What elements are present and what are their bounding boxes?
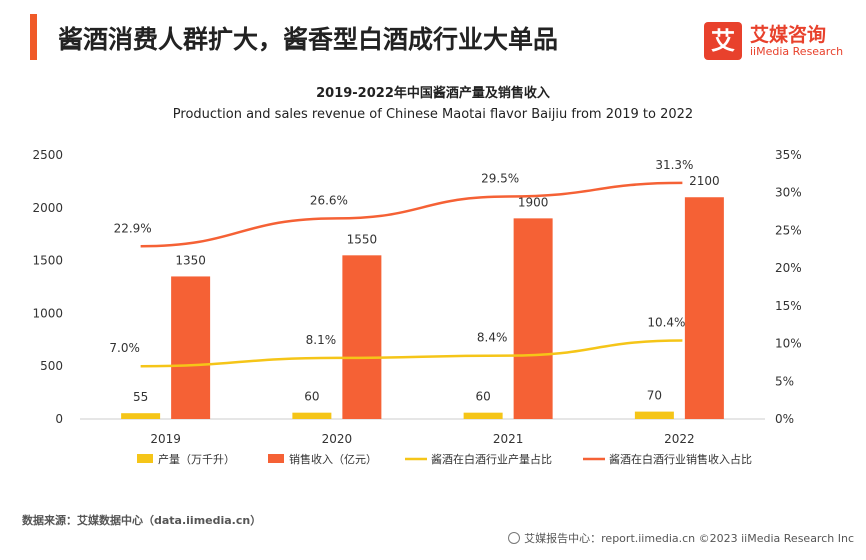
footer: 艾媒报告中心：report.iimedia.cn ©2023 iiMedia R… xyxy=(508,530,854,546)
bar-data-label: 60 xyxy=(304,390,319,404)
bar-revenue xyxy=(342,255,382,419)
right-axis-tick-label: 20% xyxy=(775,261,802,275)
line-data-label: 10.4% xyxy=(647,316,685,330)
logo-name-en: iiMedia Research xyxy=(750,45,844,58)
left-axis-tick-label: 2000 xyxy=(32,201,63,215)
legend-label: 酱酒在白酒行业销售收入占比 xyxy=(609,452,752,466)
line-revenue-share xyxy=(140,181,683,248)
footer-text: 艾媒报告中心：report.iimedia.cn ©2023 iiMedia R… xyxy=(524,532,854,545)
right-axis-tick-label: 35% xyxy=(775,148,802,162)
line-data-label: 31.3% xyxy=(655,158,693,172)
line-data-label: 8.1% xyxy=(306,333,337,347)
left-axis-tick-label: 2500 xyxy=(32,148,63,162)
page-title: 酱酒消费人群扩大，酱香型白酒成行业大单品 xyxy=(58,25,559,54)
bar-revenue xyxy=(684,197,724,419)
right-axis-tick-label: 10% xyxy=(775,337,802,351)
bar-output xyxy=(463,412,503,419)
line-data-label: 29.5% xyxy=(481,171,519,185)
right-axis-tick-label: 25% xyxy=(775,223,802,237)
bar-data-label: 55 xyxy=(133,390,148,404)
bar-data-label: 60 xyxy=(475,390,490,404)
bar-output xyxy=(121,413,161,419)
line-data-label: 7.0% xyxy=(109,341,140,355)
x-axis-tick-label: 2022 xyxy=(664,432,695,446)
bar-revenue xyxy=(513,218,553,419)
x-axis-tick-label: 2020 xyxy=(322,432,353,446)
left-axis-tick-label: 1000 xyxy=(32,306,63,320)
bar-data-label: 2100 xyxy=(689,174,720,188)
bar-data-label: 1900 xyxy=(518,195,549,209)
x-axis-tick-label: 2021 xyxy=(493,432,524,446)
bar-data-label: 1550 xyxy=(347,232,378,246)
right-axis-tick-label: 5% xyxy=(775,374,794,388)
brand-logo: 艾 艾媒咨询 iiMedia Research xyxy=(704,18,854,64)
bar-data-label: 1350 xyxy=(175,253,206,267)
line-output-share xyxy=(140,339,683,368)
right-axis-tick-label: 30% xyxy=(775,186,802,200)
left-axis-tick-label: 1500 xyxy=(32,254,63,268)
line-data-label: 22.9% xyxy=(114,221,152,235)
bar-revenue xyxy=(171,276,211,419)
bar-data-label: 70 xyxy=(647,389,662,403)
legend-label: 产量（万千升） xyxy=(158,452,235,466)
line-data-label: 26.6% xyxy=(310,193,348,207)
logo-icon: 艾 xyxy=(704,22,742,60)
chart-subtitle: Production and sales revenue of Chinese … xyxy=(172,107,694,122)
data-source: 数据来源：艾媒数据中心（data.iimedia.cn） xyxy=(22,514,262,527)
logo-name-cn: 艾媒咨询 xyxy=(750,24,827,46)
legend-label: 酱酒在白酒行业产量占比 xyxy=(431,452,552,466)
legend-label: 销售收入（亿元） xyxy=(289,452,377,466)
right-axis-tick-label: 0% xyxy=(775,412,794,426)
bar-output xyxy=(634,411,674,419)
left-axis-tick-label: 500 xyxy=(40,359,63,373)
x-axis-tick-label: 2019 xyxy=(150,432,181,446)
bar-output xyxy=(292,412,332,419)
left-axis-tick-label: 0 xyxy=(55,412,63,426)
legend-swatch xyxy=(268,454,284,463)
globe-icon xyxy=(508,532,521,544)
right-axis-tick-label: 15% xyxy=(775,299,802,313)
chart-title: 2019-2022年中国酱酒产量及销售收入 xyxy=(316,86,550,101)
title-accent-bar xyxy=(30,14,37,60)
legend-swatch xyxy=(137,454,153,463)
line-data-label: 8.4% xyxy=(477,331,508,345)
